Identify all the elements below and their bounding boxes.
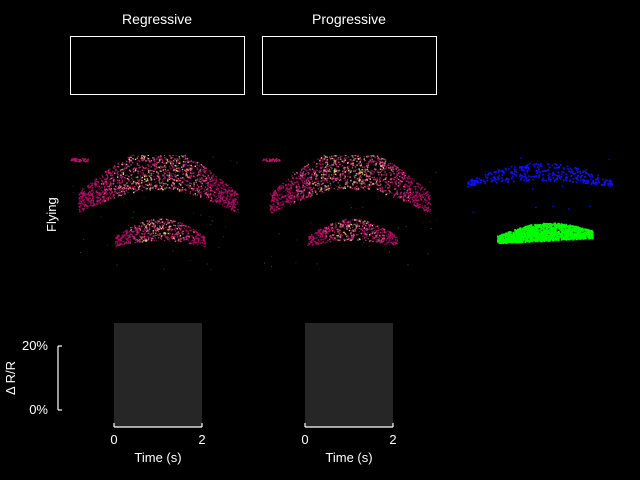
fluorescence-pixels (70, 155, 240, 270)
roi-upper-region (467, 157, 614, 213)
roi-map-image (467, 157, 614, 245)
x-tick-label: 0 (110, 432, 117, 447)
stimulus-panel-progressive (262, 36, 437, 95)
x-tick-label: 2 (198, 432, 205, 447)
fluorescence-pixels (262, 155, 437, 270)
x-tick-label: 2 (389, 432, 396, 447)
fluorescence-image-regressive (70, 155, 240, 270)
stimulus-interval-shading (305, 323, 393, 427)
response-plot-regressive: 0 2 Time (s) (110, 323, 206, 465)
fluorescence-image-progressive (262, 155, 437, 270)
response-plot-progressive: 0 2 Time (s) (301, 323, 397, 465)
response-scale-bar: 20% 0% Δ R/R (3, 338, 62, 417)
scale-tick-label-bottom: 0% (29, 402, 48, 417)
scale-bar-ylabel: Δ R/R (3, 361, 18, 395)
roi-lower-region (497, 222, 594, 245)
stimulus-interval-shading (114, 323, 202, 427)
column-title-regressive: Regressive (121, 11, 193, 27)
row-label-flying: Flying (44, 197, 59, 232)
x-axis-label: Time (s) (325, 450, 372, 465)
column-title-progressive: Progressive (312, 11, 386, 27)
x-axis-label: Time (s) (134, 450, 181, 465)
stimulus-panel-regressive (70, 36, 245, 95)
x-tick-label: 0 (301, 432, 308, 447)
scale-tick-label-top: 20% (22, 338, 48, 353)
